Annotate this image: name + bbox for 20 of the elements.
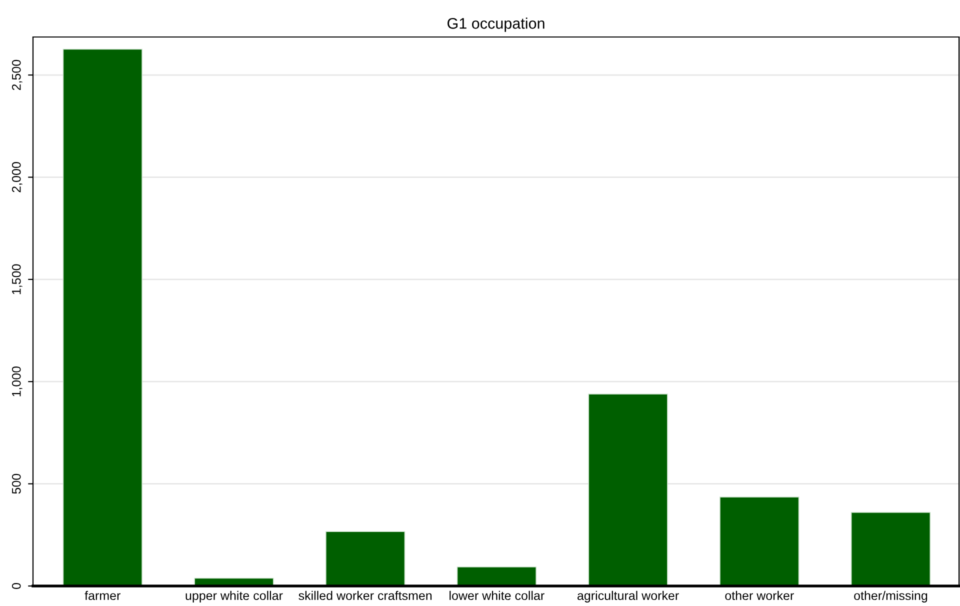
chart-title: G1 occupation	[448, 18, 544, 32]
x-tick-label: other/missing	[854, 590, 928, 603]
x-tick-label: other worker	[725, 590, 794, 600]
x-tick-label: farmer	[84, 590, 120, 600]
x-tick-label: agricultural worker	[578, 590, 679, 603]
bar	[588, 394, 668, 586]
x-tick-label: skilled worker craftsmen	[298, 590, 432, 600]
bar	[456, 566, 537, 586]
y-tick-label: 0	[12, 583, 21, 589]
y-tick-label: 1,500	[12, 264, 22, 294]
y-tick-label: 500	[12, 474, 21, 494]
y-tick-label: 2,500	[12, 60, 22, 90]
y-tick-label: 2,000	[12, 162, 22, 192]
bar	[62, 48, 142, 586]
x-tick-label: lower white collar	[450, 590, 544, 600]
bar	[326, 531, 406, 586]
bar	[850, 512, 931, 586]
x-tick-label: upper white collar	[186, 590, 283, 603]
bar	[720, 496, 800, 586]
y-tick-label: 1,000	[12, 366, 22, 396]
